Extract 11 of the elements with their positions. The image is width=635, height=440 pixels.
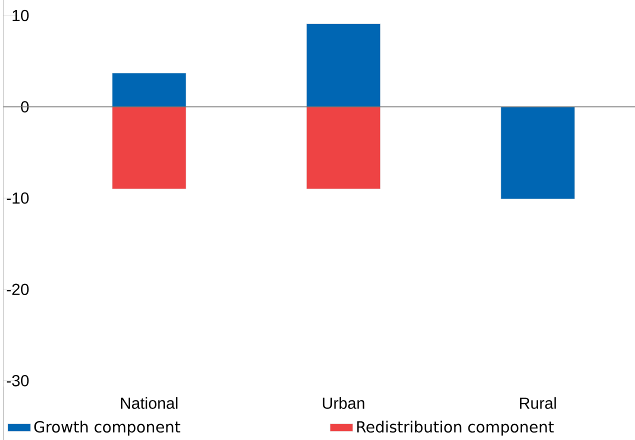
y-tick-label: 10 — [12, 10, 29, 22]
legend-label: Redistribution component — [357, 420, 554, 436]
y-tick-label: 0 — [21, 101, 29, 112]
x-tick-label: National — [121, 397, 178, 409]
y-tick-label: -30 — [6, 375, 29, 386]
y-tick-label: -10 — [6, 192, 29, 204]
bar — [500, 106, 575, 200]
x-tick-label: Urban — [322, 397, 364, 409]
x-tick-label: Rural — [520, 397, 556, 409]
legend-label: Growth component — [34, 420, 180, 436]
y-tick-label: -20 — [6, 284, 29, 296]
